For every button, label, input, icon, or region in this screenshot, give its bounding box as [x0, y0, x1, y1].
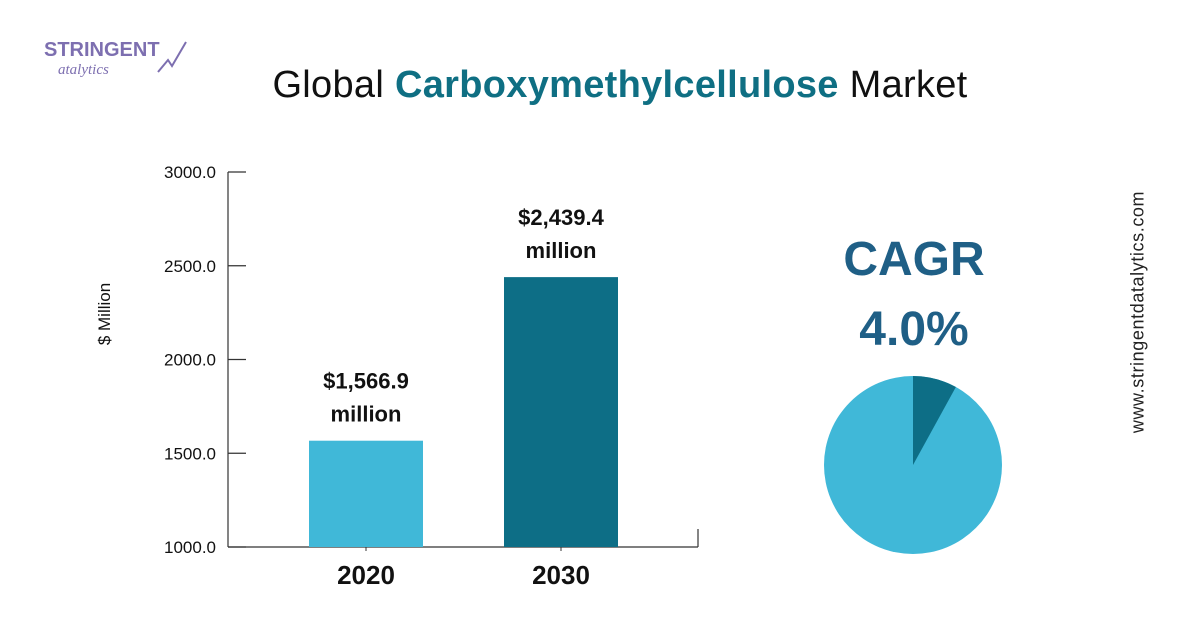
y-tick-label: 1500.0: [164, 444, 216, 463]
y-axis-title: $ Million: [95, 283, 114, 345]
cagr-value: 4.0%: [859, 303, 969, 356]
data-label-2020: $1,566.9: [323, 369, 409, 394]
y-tick-label: 2500.0: [164, 257, 216, 276]
data-label-2030: million: [526, 238, 597, 263]
pie-highlight-slice: [913, 376, 956, 465]
x-category-label: 2020: [337, 560, 395, 590]
x-category-label: 2030: [532, 560, 590, 590]
website-url: www.stringentdatalytics.com: [1127, 190, 1148, 434]
y-tick-label: 2000.0: [164, 351, 216, 370]
title-prefix: Global: [272, 64, 385, 106]
data-label-2030: $2,439.4: [518, 205, 604, 230]
bars-group: $1,566.9 million $2,439.4 million: [309, 205, 618, 551]
x-axis-categories: 2020 2030: [337, 560, 590, 590]
page-title: Global Carboxymethylcellulose Market: [0, 64, 1200, 107]
logo-bottom-text: atalytics: [58, 62, 109, 78]
cagr-label: CAGR: [843, 233, 985, 286]
y-tick-label: 1000.0: [164, 538, 216, 557]
stringent-datalytics-logo: STRINGENT atalytics: [44, 39, 187, 78]
title-highlight: Carboxymethylcellulose: [394, 64, 839, 106]
bar-chart: 1000.0 1500.0 2000.0 2500.0 3000.0 $1,566.9 m…: [95, 163, 699, 590]
bar-2020: [309, 440, 423, 547]
data-label-2020: million: [331, 402, 402, 427]
y-tick-label: 3000.0: [164, 163, 216, 182]
logo-trend-icon: [157, 41, 187, 73]
logo-top-text: STRINGENT: [44, 39, 160, 61]
y-axis-ticks: 1000.0 1500.0 2000.0 2500.0 3000.0: [164, 163, 246, 557]
cagr-pie-chart: [824, 376, 1002, 554]
bar-2030: [504, 277, 618, 547]
title-suffix: Market: [849, 64, 968, 106]
